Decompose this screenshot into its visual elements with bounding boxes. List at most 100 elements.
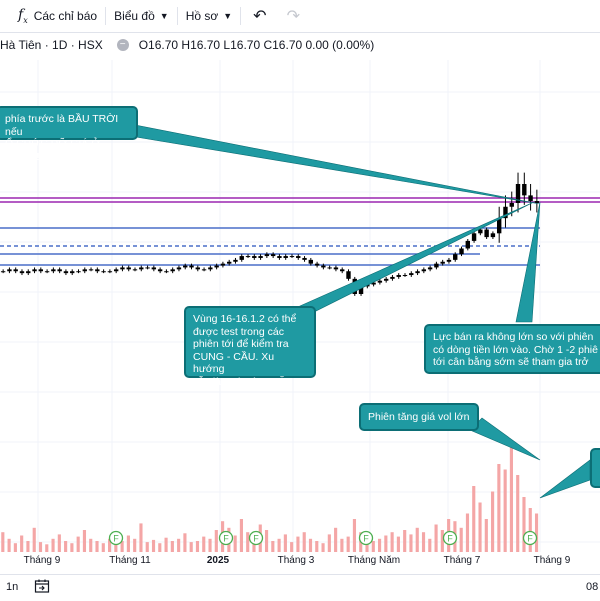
candle-body [509, 202, 514, 207]
fx-icon: fx [18, 7, 28, 25]
annotation-note-support-zone[interactable]: Vùng 16-16.1.2 có thể được test trong cá… [184, 306, 316, 388]
volume-bar [396, 536, 400, 552]
volume-bar [497, 464, 501, 552]
x-axis-tick-label: Tháng 7 [444, 555, 481, 566]
candle-body [82, 269, 87, 272]
dividend-marker-letter: F [527, 534, 533, 544]
dividend-marker-letter: F [223, 534, 229, 544]
candle-body [440, 261, 445, 264]
volume-bar [20, 535, 24, 552]
volume-bar [70, 543, 74, 552]
candle-body [70, 271, 75, 274]
volume-bar [252, 538, 256, 552]
dividend-marker-circle [358, 530, 374, 546]
volume-bar [177, 538, 181, 552]
candle-body [289, 256, 295, 258]
candle-body [195, 267, 200, 270]
volume-bar [145, 542, 149, 552]
volume-bar [415, 527, 419, 552]
x-axis-tick-label: Tháng 9 [534, 555, 571, 566]
candle-body [471, 233, 477, 241]
note-line: CUNG - CẦU. Xu hướng [193, 350, 275, 376]
volume-bar [409, 534, 413, 552]
candle-body [478, 229, 483, 234]
x-axis-tick-label: Tháng Năm [348, 555, 400, 566]
dividend-f-icon: F [442, 530, 458, 546]
candle-body [453, 254, 458, 260]
volume-bar [509, 447, 513, 552]
ohlc-values: O16.70 H16.70 L16.70 C16.70 0.00 (0.00%) [138, 38, 375, 52]
undo-icon[interactable]: ↶ [253, 8, 267, 25]
candle-body [503, 206, 508, 219]
symbol-title[interactable]: Hà Tiên · 1D · HSX [0, 38, 103, 52]
candle-body [270, 254, 276, 257]
candle-body [7, 269, 12, 272]
volume-bar [26, 541, 30, 552]
dividend-f-icon: F [218, 530, 234, 546]
x-axis-tick-label: Tháng 9 [24, 555, 61, 566]
note-line: được test trong các [193, 325, 284, 338]
interval-button[interactable]: 1n [6, 581, 19, 593]
volume-bar [57, 534, 61, 552]
market-status-icon[interactable]: − [116, 39, 129, 51]
volume-bar [45, 544, 49, 552]
candle-body [390, 276, 395, 279]
candle-body [88, 269, 94, 271]
redo-icon[interactable]: ↷ [286, 8, 300, 25]
annotation-note-offscreen[interactable] [590, 448, 600, 488]
volume-bar [534, 513, 539, 552]
volume-bar [528, 508, 532, 552]
candle-body [333, 267, 339, 270]
candle-body [308, 259, 314, 264]
candle-body [139, 267, 144, 270]
volume-bar [440, 530, 444, 552]
volume-bar [459, 527, 463, 552]
candle-body [113, 269, 119, 272]
volume-bar [32, 527, 36, 552]
volume-bar [208, 538, 212, 552]
x-axis-tick-label: Tháng 3 [278, 555, 315, 566]
note-line: Phiên tăng giá vol lớn [368, 411, 470, 423]
candle-body [51, 269, 56, 272]
volume-bar [403, 530, 407, 552]
note-line: Vùng 16-16.1.2 có thể [193, 313, 297, 325]
volume-bar [89, 538, 93, 552]
volume-bar [472, 486, 476, 552]
candle-body [396, 275, 401, 277]
candle-body [107, 271, 113, 273]
dividend-marker-letter: F [363, 534, 369, 544]
annotation-note-sky[interactable]: phía trước là BẦU TRỜI nếu Ổ CHỨC ĐỠ GIÁ… [0, 106, 138, 163]
candle-body [151, 267, 157, 270]
volume-bar [296, 536, 300, 552]
price-chart[interactable]: Tháng 9 Tháng 11 2025 Tháng 3 Tháng Năm Tháng… [0, 32, 600, 574]
candle-body [252, 256, 257, 258]
x-axis-tick-label: 2025 [207, 555, 230, 566]
chart-type-label: Biểu đồ [114, 9, 155, 23]
volume-bar [164, 537, 168, 552]
calendar-goto-icon[interactable] [34, 578, 50, 597]
annotation-note-volume[interactable]: Phiên tăng giá vol lớn [359, 403, 479, 431]
annotation-note-selling-pressure[interactable]: Lực bán ra không lớn so với phiên có dòn… [424, 324, 600, 374]
profile-label: Hồ sơ [185, 9, 219, 23]
candle-body [226, 261, 232, 264]
candle-body [95, 269, 100, 272]
chevron-down-icon: ▼ [223, 11, 233, 21]
volume-bar [283, 534, 287, 552]
candle-body [314, 263, 320, 266]
volume-bar [189, 542, 193, 552]
profile-button[interactable]: Hồ sơ ▼ [180, 0, 238, 32]
candle-body [358, 286, 364, 294]
volume-bar [378, 538, 382, 552]
dividend-marker-circle [442, 530, 458, 546]
candle-body [239, 256, 244, 260]
volume-bar [202, 536, 206, 552]
indicators-button[interactable]: fx Các chỉ báo [0, 0, 103, 32]
volume-bar [484, 519, 488, 552]
volume-bar [38, 542, 43, 552]
chart-type-button[interactable]: Biểu đồ ▼ [108, 0, 175, 32]
volume-bar [126, 535, 130, 552]
candle-body [409, 273, 414, 276]
candle-body [321, 265, 326, 268]
dividend-f-icon: F [522, 530, 538, 546]
note-pointer [469, 417, 541, 461]
